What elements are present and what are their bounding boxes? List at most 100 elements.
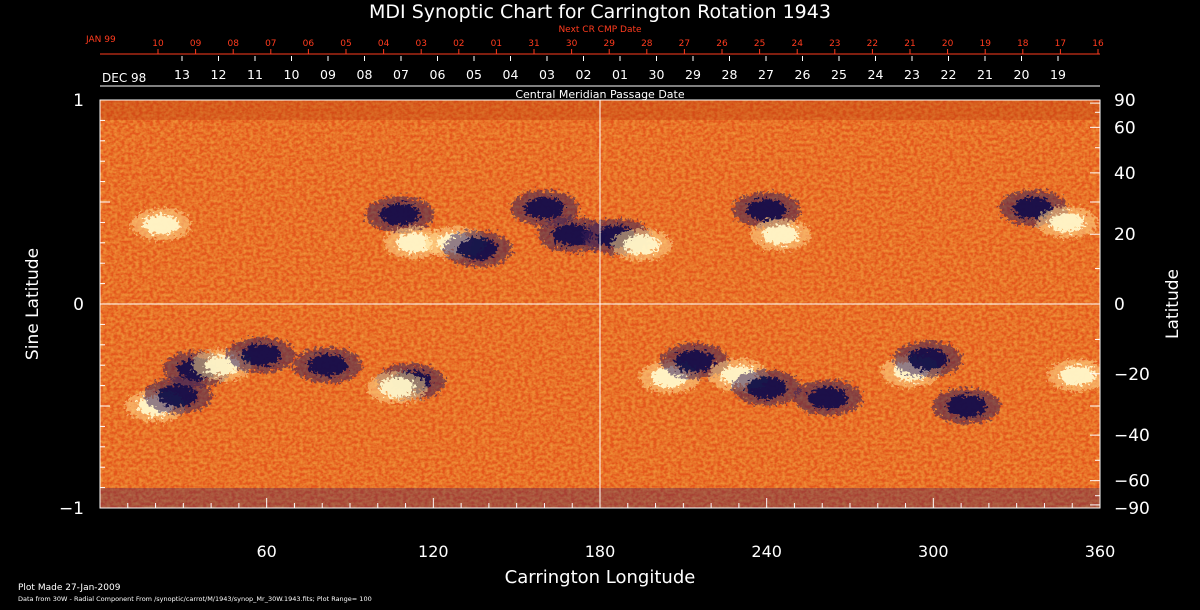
y-axis-label-left: Sine Latitude	[23, 248, 43, 360]
cmp-month-label: DEC 98	[102, 71, 146, 85]
cmp-tick-label: 19	[1050, 67, 1066, 82]
chart-title: MDI Synoptic Chart for Carrington Rotati…	[369, 1, 831, 23]
cmp-tick-label: 28	[722, 67, 738, 82]
next-cmp-tick-label: 27	[679, 39, 690, 49]
next-cmp-tick-label: 01	[491, 39, 502, 49]
flux-core	[674, 350, 715, 373]
cmp-tick-label: 06	[430, 67, 446, 82]
positive-flux-region	[367, 371, 428, 404]
latitude-tick-label: 20	[1114, 225, 1136, 245]
flux-core	[946, 395, 987, 417]
next-cmp-tick-label: 04	[378, 39, 390, 49]
plot-made-note: Plot Made 27-Jan-2009	[18, 583, 121, 593]
next-cmp-tick-label: 26	[716, 39, 728, 49]
cmp-tick-label: 10	[284, 67, 300, 82]
latitude-tick-label: −20	[1114, 365, 1150, 385]
positive-flux-region	[1047, 359, 1100, 392]
next-cmp-tick-label: 24	[791, 39, 803, 49]
flux-core	[552, 223, 593, 246]
cmp-tick-label: 30	[649, 67, 665, 82]
longitude-tick-label: 120	[418, 542, 449, 561]
cmp-tick-label: 23	[904, 67, 920, 82]
data-source-note: Data from 30W - Radial Component From /s…	[18, 595, 372, 603]
negative-flux-region	[510, 190, 579, 227]
flux-core	[143, 214, 180, 235]
latitude-ticks: 90 60 40 20 0 −20 −40 −60 −90	[1090, 91, 1150, 519]
flux-core	[746, 376, 787, 399]
latitude-tick-label: −60	[1114, 472, 1150, 492]
next-cmp-ticks: 10 09 08 07 06 05 04 03 02 01 31 30 29 28 27 26 25 24 23 22…	[152, 39, 1104, 54]
cmp-tick-label: 27	[758, 67, 774, 82]
next-cmp-tick-label: 09	[190, 39, 202, 49]
positive-flux-region	[611, 228, 672, 261]
next-cmp-tick-label: 03	[415, 39, 426, 49]
cmp-tick-label: 08	[357, 67, 373, 82]
cmp-tick-label: 22	[941, 67, 957, 82]
next-cmp-tick-label: 18	[1017, 39, 1029, 49]
cmp-ticks: 13 12 11 10 09 08 07 06 05 04 03 02 01 30 29 28 27 26 25 24…	[174, 56, 1066, 82]
cmp-tick-label: 12	[211, 67, 227, 82]
next-cmp-tick-label: 16	[1092, 39, 1104, 49]
next-cmp-tick-label: 31	[528, 39, 539, 49]
next-cmp-tick-label: 07	[265, 39, 276, 49]
cmp-axis-title: Central Meridian Passage Date	[515, 88, 684, 101]
latitude-tick-label: −40	[1114, 426, 1150, 446]
flux-core	[907, 348, 948, 371]
latitude-tick-label: 60	[1114, 118, 1136, 138]
sine-latitude-tick-label: −1	[59, 499, 84, 519]
positive-flux-region	[750, 218, 811, 251]
cmp-tick-label: 03	[539, 67, 555, 82]
longitude-tick-label: 240	[751, 542, 782, 561]
cmp-tick-label: 24	[868, 67, 884, 82]
flux-core	[395, 232, 432, 253]
y-axis-label-right: Latitude	[1163, 269, 1183, 339]
cmp-tick-label: 25	[831, 67, 847, 82]
longitude-tick-label: 60	[256, 542, 276, 561]
next-cmp-tick-label: 17	[1055, 39, 1066, 49]
flux-core	[1059, 365, 1096, 386]
longitude-tick-label: 360	[1085, 542, 1116, 561]
next-cmp-tick-label: 06	[303, 39, 315, 49]
negative-flux-region	[227, 337, 296, 373]
next-cmp-tick-label: 05	[340, 39, 351, 49]
longitude-tick-label: 180	[585, 542, 616, 561]
flux-core	[524, 197, 565, 220]
negative-flux-region	[293, 347, 362, 384]
flux-core	[241, 344, 282, 366]
negative-flux-region	[893, 341, 962, 378]
cmp-tick-label: 11	[247, 67, 263, 82]
latitude-tick-label: 0	[1114, 295, 1125, 315]
sine-latitude-ticks: 1 0 −1	[59, 91, 110, 519]
latitude-tick-label: −90	[1114, 499, 1150, 519]
negative-flux-region	[793, 379, 862, 416]
active-regions	[125, 190, 1100, 424]
cmp-tick-label: 13	[174, 67, 190, 82]
next-cmp-tick-label: 28	[641, 39, 653, 49]
cmp-tick-label: 21	[977, 67, 993, 82]
cmp-tick-label: 26	[795, 67, 811, 82]
flux-core	[1048, 212, 1085, 233]
flux-core	[380, 203, 420, 226]
flux-core	[623, 234, 660, 255]
next-cmp-tick-label: 02	[453, 39, 464, 49]
longitude-ticks: 60 120 180 240 300 360	[127, 498, 1116, 561]
x-axis-label: Carrington Longitude	[505, 567, 696, 588]
cmp-tick-label: 04	[503, 67, 519, 82]
latitude-tick-label: 40	[1114, 164, 1136, 184]
sine-latitude-tick-label: 1	[73, 91, 84, 111]
flux-core	[157, 384, 198, 407]
negative-flux-region	[443, 230, 512, 267]
flux-core	[746, 199, 787, 222]
sine-latitude-tick-label: 0	[73, 295, 84, 315]
negative-flux-region	[732, 369, 801, 406]
next-cmp-tick-label: 21	[904, 39, 915, 49]
positive-flux-region	[1036, 206, 1097, 239]
next-cmp-month-label: JAN 99	[85, 35, 116, 45]
next-cmp-tick-label: 30	[566, 39, 578, 49]
positive-flux-region	[131, 208, 192, 241]
flux-core	[379, 377, 416, 398]
cmp-tick-label: 02	[576, 67, 592, 82]
cmp-tick-label: 05	[466, 67, 482, 82]
positive-flux-region	[383, 226, 444, 259]
